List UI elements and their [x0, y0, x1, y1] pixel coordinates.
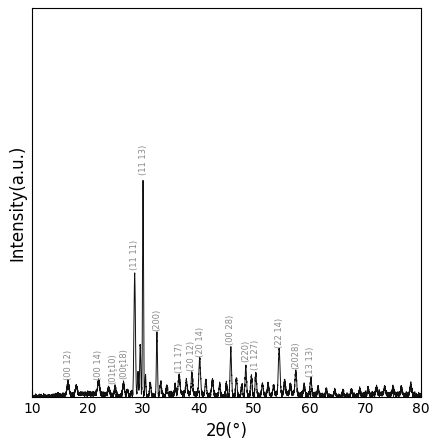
Text: (01ţ10): (01ţ10): [108, 353, 117, 384]
Text: (11 11): (11 11): [130, 240, 139, 270]
Text: (00ţ18): (00ţ18): [119, 349, 128, 379]
X-axis label: 2θ(°): 2θ(°): [205, 422, 247, 439]
Text: (11 13): (11 13): [138, 145, 148, 176]
Text: (22 14): (22 14): [275, 317, 284, 348]
Text: (00 28): (00 28): [226, 315, 235, 345]
Text: (220): (220): [241, 340, 251, 362]
Text: (00 12): (00 12): [64, 350, 73, 380]
Text: (1 127): (1 127): [251, 340, 260, 370]
Text: (20 12): (20 12): [187, 341, 196, 371]
Text: (11 17): (11 17): [175, 343, 184, 374]
Text: (200): (200): [152, 309, 162, 331]
Y-axis label: Intensity(a.u.): Intensity(a.u.): [8, 145, 26, 261]
Text: (13 13): (13 13): [306, 346, 315, 376]
Text: (20 14): (20 14): [196, 327, 205, 357]
Text: (00 14): (00 14): [94, 350, 103, 380]
Text: (2028): (2028): [291, 342, 300, 370]
